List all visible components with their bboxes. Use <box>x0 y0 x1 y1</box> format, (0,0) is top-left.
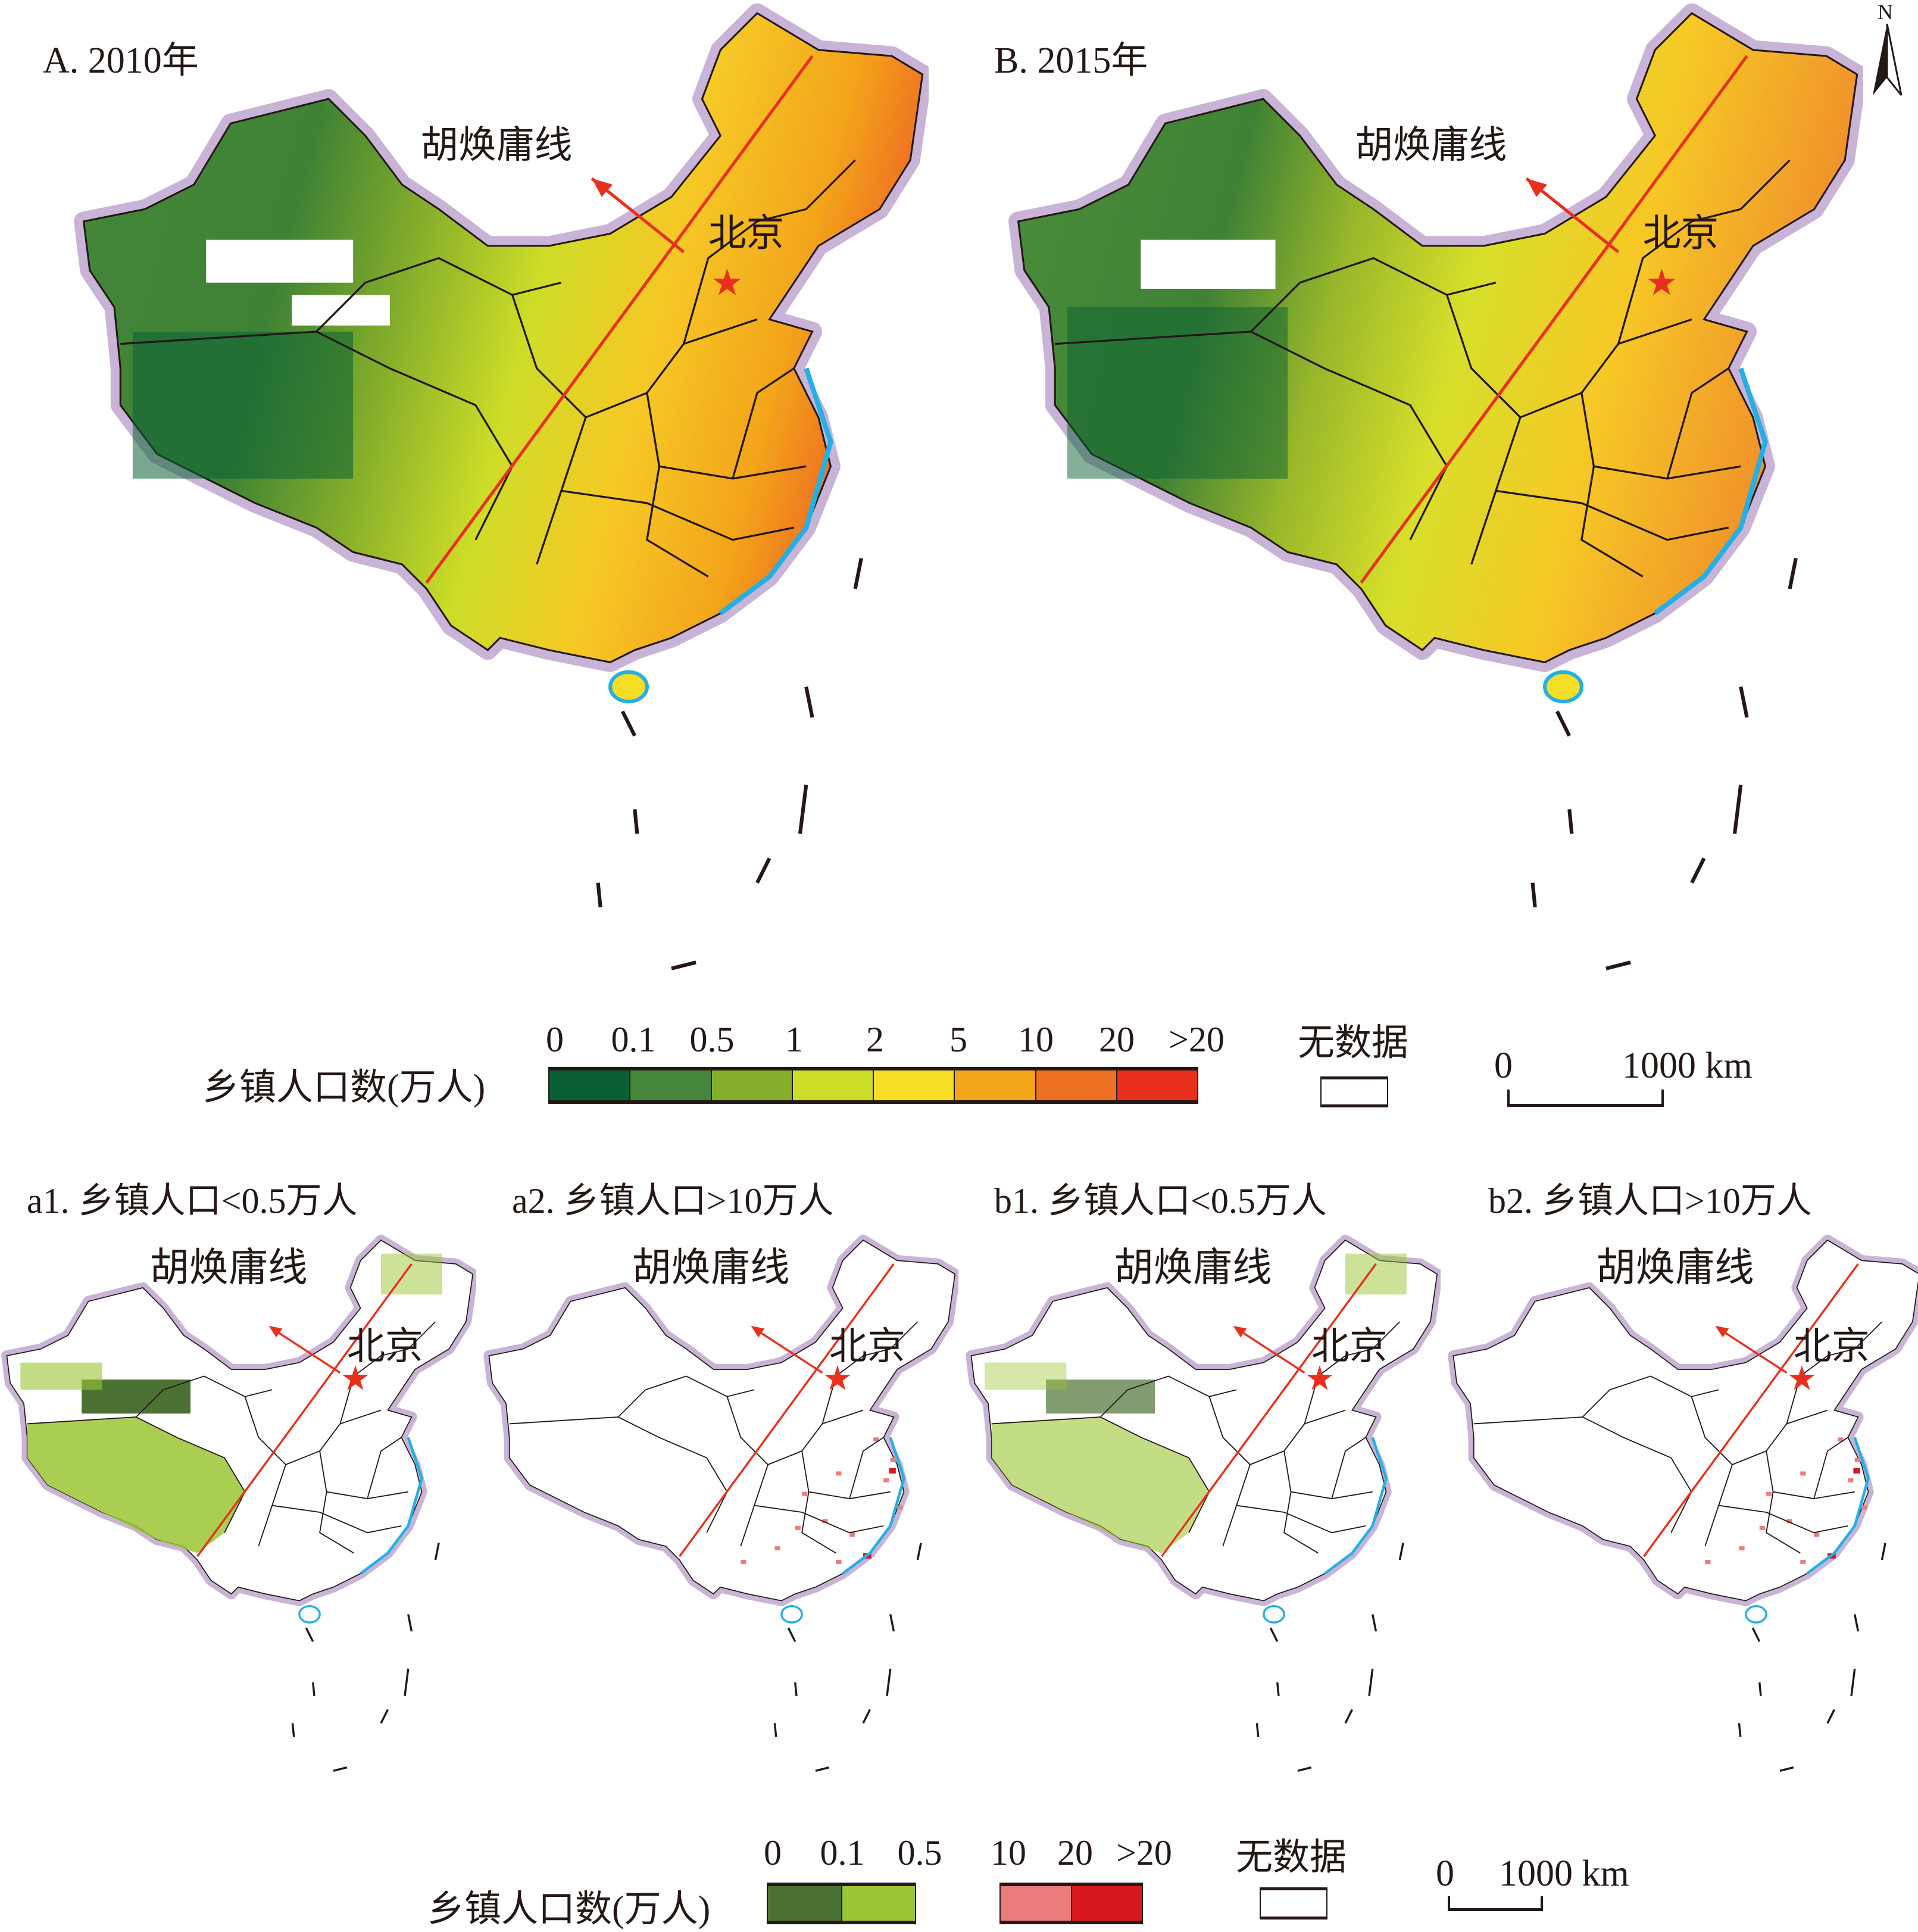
legend-swatch <box>711 1070 793 1100</box>
legend-tick: 0 <box>546 1020 564 1059</box>
hu-line-label: 胡焕庸线 <box>632 1246 789 1290</box>
legend-swatch <box>549 1070 631 1100</box>
capital-star-icon: ★ <box>822 1360 852 1397</box>
scale-bar-sub <box>1448 1896 1543 1911</box>
legend-sub-label: 乡镇人口数(万人) <box>427 1889 711 1930</box>
map-2015: 胡焕庸线 北京 ★ <box>1006 0 1863 1006</box>
legend-sub-nodata-swatch <box>1260 1887 1327 1919</box>
legend-tick: 0.1 <box>820 1833 865 1872</box>
map-b2-title: b2. 乡镇人口>10万人 <box>1488 1181 1812 1221</box>
legend-swatch <box>955 1070 1036 1100</box>
arrow-head-icon <box>1233 1325 1247 1338</box>
scale-main-end: 1000 km <box>1622 1045 1753 1086</box>
map-2010: 胡焕庸线 北京 ★ <box>71 0 929 1006</box>
beijing-label: 北京 <box>708 212 785 254</box>
legend-tick: 10 <box>1018 1020 1054 1059</box>
map-b-title: B. 2015年 <box>994 40 1148 81</box>
hu-line-label: 胡焕庸线 <box>420 124 572 166</box>
capital-star-icon: ★ <box>711 263 744 303</box>
hu-line-label: 胡焕庸线 <box>1596 1246 1754 1290</box>
legend-sub-nodata-label: 无数据 <box>1236 1837 1347 1878</box>
legend-tick: 0.5 <box>689 1020 735 1059</box>
legend-swatch <box>1072 1886 1142 1921</box>
legend-tick: 20 <box>1057 1833 1093 1872</box>
legend-tick: >20 <box>1116 1833 1172 1872</box>
map-a2-title: a2. 乡镇人口>10万人 <box>512 1181 834 1221</box>
scale-sub-end: 1000 km <box>1499 1853 1629 1894</box>
north-label: N <box>1878 0 1893 24</box>
arrow-head-icon <box>268 1325 283 1338</box>
arrow-head-icon <box>751 1325 765 1338</box>
legend-main-nodata-label: 无数据 <box>1298 1023 1409 1063</box>
legend-swatch <box>768 1886 842 1921</box>
hu-line <box>196 1263 413 1558</box>
legend-tick: 0.1 <box>611 1020 656 1059</box>
beijing-label: 北京 <box>347 1325 423 1368</box>
hu-line <box>679 1263 895 1558</box>
scale-sub-start: 0 <box>1436 1853 1454 1894</box>
arrow-head-icon <box>592 178 613 197</box>
arrow-head-icon <box>1715 1325 1729 1338</box>
legend-tick: >20 <box>1169 1020 1224 1059</box>
legend-sub-high-colorbar <box>999 1883 1143 1924</box>
beijing-label: 北京 <box>1794 1325 1870 1368</box>
legend-tick: 1 <box>785 1020 803 1059</box>
legend-swatch <box>1036 1070 1117 1100</box>
arrow-head-icon <box>1526 178 1548 197</box>
legend-swatch <box>874 1070 955 1100</box>
beijing-label: 北京 <box>1643 212 1719 254</box>
legend-swatch <box>1001 1886 1072 1921</box>
legend-swatch <box>842 1886 915 1921</box>
no-data-area <box>206 239 354 283</box>
legend-tick: 2 <box>866 1020 884 1059</box>
map-a-title: A. 2010年 <box>43 40 199 81</box>
legend-main-label: 乡镇人口数(万人) <box>202 1068 486 1108</box>
legend-swatch <box>630 1070 712 1100</box>
beijing-label: 北京 <box>1311 1325 1388 1368</box>
legend-main-colorbar <box>548 1067 1198 1104</box>
legend-tick: 20 <box>1099 1020 1135 1059</box>
beijing-label: 北京 <box>829 1325 905 1368</box>
capital-star-icon: ★ <box>1645 263 1678 303</box>
hu-line <box>425 55 814 584</box>
scale-bar-main <box>1507 1090 1664 1107</box>
legend-tick: 0 <box>764 1833 782 1872</box>
hu-line-label: 胡焕庸线 <box>1114 1246 1272 1290</box>
north-arrow-icon: N <box>1873 0 1903 96</box>
hu-line-label: 胡焕庸线 <box>1355 124 1507 166</box>
legend-main-nodata-swatch <box>1320 1076 1388 1107</box>
hu-line <box>1360 55 1748 584</box>
hu-line <box>1161 1263 1377 1558</box>
legend-tick: 5 <box>949 1020 967 1059</box>
map-b1-title: b1. 乡镇人口<0.5万人 <box>994 1181 1327 1221</box>
hu-line-label: 胡焕庸线 <box>149 1246 307 1290</box>
legend-swatch <box>792 1070 874 1100</box>
capital-star-icon: ★ <box>340 1360 370 1397</box>
capital-star-icon: ★ <box>1304 1360 1335 1397</box>
legend-sub-low-colorbar <box>767 1883 916 1924</box>
legend-tick: 0.5 <box>897 1833 942 1872</box>
scale-main-start: 0 <box>1494 1045 1513 1086</box>
hu-line <box>1643 1263 1859 1558</box>
capital-star-icon: ★ <box>1786 1360 1817 1397</box>
legend-swatch <box>1117 1070 1197 1100</box>
map-a1-title: a1. 乡镇人口<0.5万人 <box>27 1181 358 1221</box>
legend-tick: 10 <box>991 1833 1026 1872</box>
